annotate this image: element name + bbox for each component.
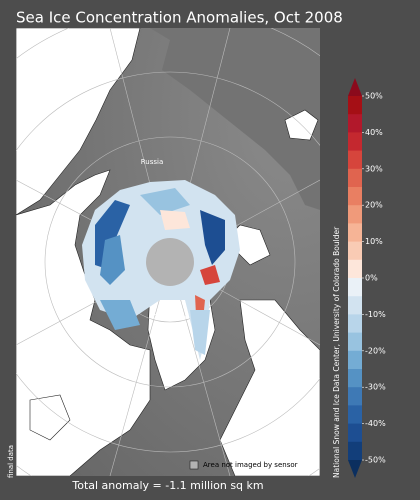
colorbar-tick-label: -40%	[365, 419, 386, 428]
colorbar-under	[348, 460, 362, 478]
colorbar-segment	[348, 132, 362, 152]
sea-ice	[82, 180, 240, 360]
colorbar-tick-label: 0%	[365, 274, 378, 283]
status: final data	[7, 445, 15, 478]
colorbar-segment	[348, 387, 362, 406]
legend-label: Area not imaged by sensor	[203, 461, 298, 469]
colorbar-tick-label: -30%	[365, 383, 386, 392]
colorbar-tick-label: 40%	[365, 128, 383, 137]
colorbar-segment	[348, 423, 362, 443]
colorbar-tick-label: 50%	[365, 92, 383, 101]
credit: National Snow and Ice Data Center, Unive…	[332, 226, 341, 478]
summary: Total anomaly = -1.1 million sq km	[71, 479, 263, 492]
colorbar-segment	[348, 369, 362, 388]
colorbar: 50% 40% 30% 20% 10% 0% -10% -20% -30% -40% -50%	[348, 78, 386, 478]
colorbar-over	[348, 78, 362, 96]
colorbar-segment	[348, 96, 362, 115]
colorbar-segment	[348, 296, 362, 315]
colorbar-segment	[348, 441, 362, 461]
region-label: Alaska	[52, 230, 75, 238]
region-labels: Russia Alaska Greenland Canada Europe	[37, 158, 317, 374]
colorbar-tick-label: 20%	[365, 201, 383, 210]
region-label: Greenland	[153, 313, 189, 321]
colorbar-segment	[348, 168, 362, 188]
region-label: Europe	[292, 366, 317, 374]
colorbar-segment	[348, 187, 362, 206]
colorbar-segment	[348, 223, 362, 243]
colorbar-segment	[348, 405, 362, 425]
colorbar-segment	[348, 114, 362, 133]
colorbar-segment	[348, 278, 362, 297]
map	[16, 28, 320, 476]
colorbar-tick-label: 30%	[365, 164, 383, 173]
colorbar-segment	[348, 259, 362, 279]
colorbar-segment	[348, 241, 362, 261]
colorbar-segment	[348, 314, 362, 334]
colorbar-segment	[348, 350, 362, 370]
colorbar-tick-label: -50%	[365, 456, 386, 465]
colorbar-tick-label: 10%	[365, 237, 383, 246]
colorbar-segment	[348, 150, 362, 170]
region-label: Russia	[141, 158, 164, 166]
colorbar-segment	[348, 205, 362, 224]
colorbar-tick-label: -10%	[365, 310, 386, 319]
colorbar-tick-label: -20%	[365, 346, 386, 355]
colorbar-segment	[348, 332, 362, 352]
region-label: Canada	[37, 334, 64, 342]
title: Sea Ice Concentration Anomalies, Oct 200…	[16, 9, 343, 27]
legend-swatch	[189, 460, 199, 470]
